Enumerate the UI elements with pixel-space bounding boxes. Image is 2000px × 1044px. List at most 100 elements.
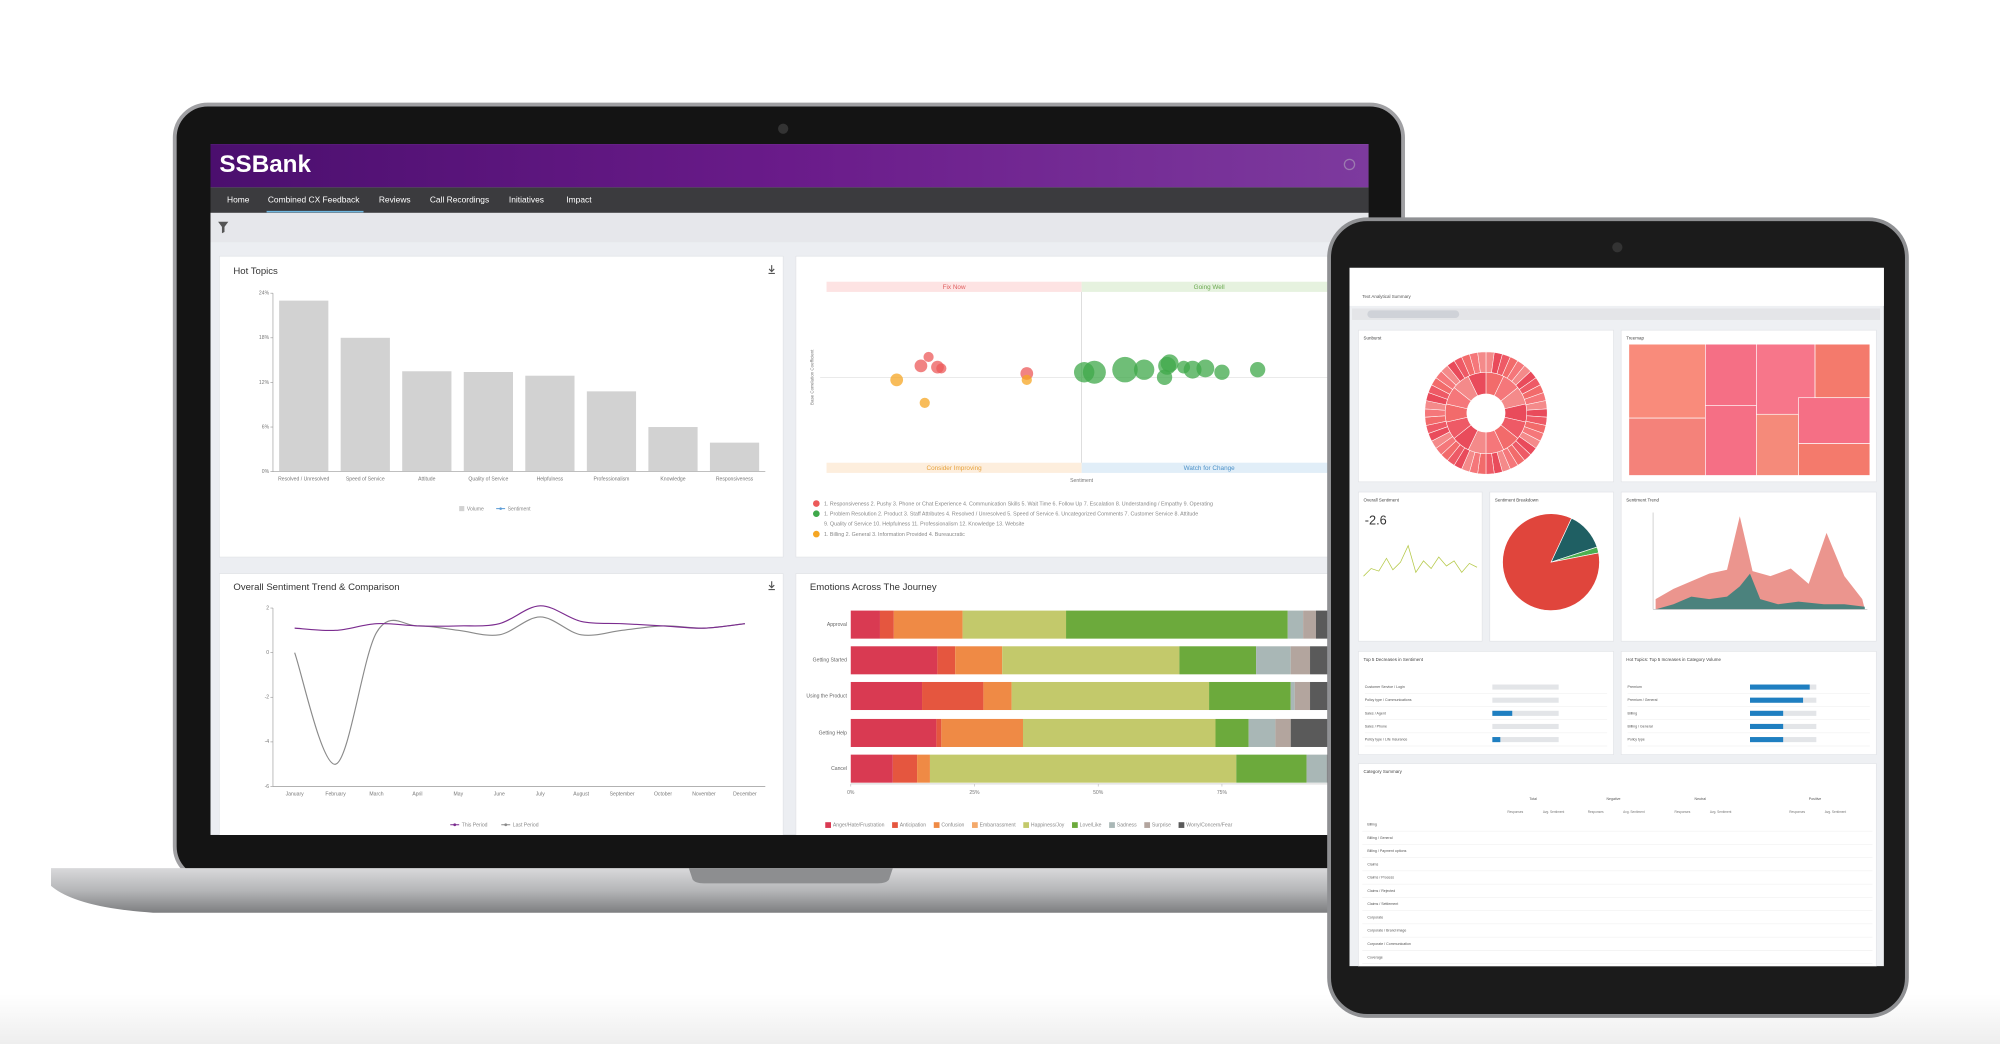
quadrant-label: Going Well (1194, 284, 1225, 291)
download-icon[interactable] (768, 265, 775, 275)
column-header: Responses (1674, 810, 1690, 814)
quadrant-band (1081, 462, 1337, 473)
legend-dot (813, 500, 820, 507)
y-axis-label: Base Correlation Coefficient (810, 349, 815, 405)
bubble (919, 397, 930, 408)
bubble (1082, 360, 1106, 384)
x-tick-label: April (412, 791, 422, 797)
bar-track (1492, 684, 1559, 690)
legend-label: Sadness (1117, 823, 1137, 829)
bar-segment (850, 646, 938, 675)
nav-item[interactable]: Call Recordings (430, 194, 489, 204)
panel (219, 573, 784, 835)
bar (402, 371, 452, 472)
legend-label: Anger/Hate/Frustration (833, 823, 885, 829)
bubble (1112, 356, 1138, 383)
page-title: Text Analytical Summary (1362, 294, 1411, 299)
row-label: Claims / Process (1367, 876, 1394, 880)
legend-text: 1. Billing 2. General 3. Information Pro… (824, 532, 965, 538)
column-header: Responses (1588, 810, 1604, 814)
filter-bar (210, 212, 1369, 243)
tablet-screen: Text Analytical Summary Sunburst Treemap Ov… (1349, 267, 1884, 967)
bar (1492, 737, 1501, 743)
bar-segment (1248, 718, 1276, 747)
column-header: Avg. Sentiment (1710, 810, 1732, 814)
nav-item[interactable]: Impact (566, 194, 592, 204)
bubble (1177, 360, 1191, 374)
row-label: Customer Service / Login (1365, 685, 1405, 689)
bar (1750, 737, 1784, 743)
y-tick-label: 0% (262, 469, 270, 475)
x-tick-label: Attitude (418, 477, 435, 483)
x-tick-label: July (536, 791, 546, 797)
bubble (890, 373, 904, 387)
bubble (923, 351, 934, 363)
legend-label: Last Period (513, 822, 539, 828)
user-icon[interactable] (1343, 158, 1356, 171)
brand-logo: SSBank (219, 151, 311, 178)
legend-swatch (972, 822, 978, 828)
nav-item[interactable]: Home (227, 194, 250, 204)
panel-title: Hot Topics (233, 266, 278, 277)
bar-segment (1215, 718, 1249, 747)
panel-title: Treemap (1626, 336, 1644, 341)
bubble (1250, 362, 1266, 378)
legend-label: Surprise (1152, 823, 1171, 829)
download-icon[interactable] (768, 581, 775, 591)
row-label: Billing (1628, 711, 1638, 715)
nav-item[interactable]: Reviews (379, 194, 411, 204)
bar-segment (1209, 681, 1291, 711)
bar (340, 337, 390, 472)
treemap-cell (1798, 397, 1871, 444)
pie-slice (1502, 513, 1600, 611)
x-tick-label: October (654, 791, 672, 797)
x-tick-label: Helpfulness (537, 477, 564, 483)
bar-segment (983, 681, 1012, 711)
legend-dot (813, 510, 820, 518)
laptop-base (51, 868, 1404, 913)
bar-segment (955, 646, 1003, 675)
bar-track (1492, 723, 1559, 730)
row-label: Premium (1628, 685, 1642, 689)
bar-segment (1287, 610, 1304, 639)
bar-segment (893, 610, 963, 639)
bar (525, 375, 575, 472)
legend-label: Worry/Concern/Fear (1186, 823, 1232, 829)
bubble (1196, 359, 1215, 378)
panel (1620, 651, 1877, 755)
x-tick-label: September (610, 791, 635, 797)
nav-item[interactable]: Initiatives (509, 194, 544, 204)
x-tick-label: Professionalism (593, 477, 629, 483)
y-tick-label: Getting Help (819, 730, 847, 736)
row-label: Coverage (1367, 955, 1382, 959)
bar-segment (1236, 754, 1307, 783)
kpi-value: -2.6 (1365, 513, 1387, 528)
treemap-cell (1705, 405, 1757, 476)
y-tick-label: 18% (259, 335, 270, 341)
row-label: Claims / Rejected (1367, 889, 1395, 893)
bar-segment (892, 754, 918, 783)
nav-item[interactable]: Combined CX Feedback (268, 194, 360, 204)
y-tick-label: -2 (265, 695, 270, 701)
filter-pill[interactable] (1367, 310, 1460, 319)
quadrant-label: Consider Improving (927, 465, 983, 472)
bar (1750, 697, 1804, 703)
x-tick-label: Knowledge (660, 477, 685, 483)
legend-label: This Period (462, 822, 488, 828)
filter-icon[interactable] (218, 221, 229, 234)
treemap-cell (1798, 443, 1871, 476)
bar-track (1492, 697, 1559, 703)
bar-segment (850, 681, 923, 711)
trend-line (294, 605, 745, 632)
bar-segment (1290, 681, 1295, 711)
bar-segment (1179, 646, 1257, 675)
bubble (1160, 354, 1179, 373)
bar-segment (879, 610, 894, 639)
treemap-cell (1756, 413, 1799, 476)
quadrant-label: Watch for Change (1184, 465, 1235, 472)
panel-title: Overall Sentiment (1364, 498, 1400, 503)
y-tick-label: Approval (827, 622, 847, 628)
bar-segment (917, 754, 930, 783)
trend-area (1655, 516, 1865, 610)
legend-swatch (453, 823, 457, 827)
